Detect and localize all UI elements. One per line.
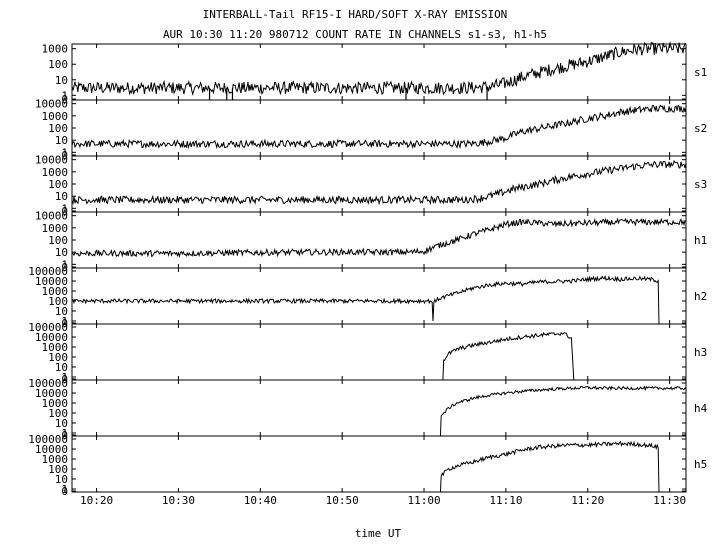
panel-label: h3	[694, 346, 707, 359]
x-tick-label: 10:30	[162, 494, 195, 507]
y-tick-label: 10	[55, 246, 68, 259]
x-tick-label: 11:10	[489, 494, 522, 507]
y-tick-label: 0	[61, 205, 68, 218]
y-tick-label: 100	[48, 351, 68, 364]
y-tick-label: 100	[48, 407, 68, 420]
panel-label: s2	[694, 122, 707, 135]
panel-frame	[71, 267, 687, 325]
y-tick-label: 100000	[28, 265, 68, 278]
y-tick-label: 0	[61, 261, 68, 274]
series-line-h3	[442, 331, 575, 381]
y-tick-label: 0	[61, 373, 68, 386]
panel-s1: 1000 100 10 10 s1	[42, 41, 707, 106]
y-tick-label: 1	[61, 427, 68, 440]
y-tick-label: 100	[48, 295, 68, 308]
y-tick-label: 100	[48, 58, 68, 71]
series-line-h2	[71, 274, 660, 325]
series-line-h5	[439, 440, 660, 493]
series-line-h1	[71, 217, 687, 259]
y-tick-label: 100	[48, 178, 68, 191]
panel-frame	[71, 323, 687, 381]
y-tick-label: 1000	[42, 285, 69, 298]
y-tick-label: 1	[61, 315, 68, 328]
chart-subtitle: AUR 10:30 11:20 980712 COUNT RATE IN CHA…	[163, 28, 547, 41]
y-tick-label: 1	[61, 258, 68, 271]
x-tick-label: 10:20	[80, 494, 113, 507]
y-tick-label: 1000	[42, 43, 69, 56]
y-tick-label: 10000	[35, 275, 68, 288]
y-tick-label: 1	[61, 371, 68, 384]
panel-label: h4	[694, 402, 708, 415]
y-tick-label: 1000	[42, 397, 69, 410]
panel-label: s3	[694, 178, 707, 191]
panel-frame	[71, 435, 687, 493]
y-tick-label: 10000	[35, 331, 68, 344]
y-tick-label: 10000	[35, 154, 68, 167]
y-tick-label: 10	[55, 190, 68, 203]
y-tick-label: 10	[55, 417, 68, 430]
y-tick-label: 100	[48, 463, 68, 476]
panel-frame	[71, 43, 687, 101]
y-tick-label: 100	[48, 234, 68, 247]
y-tick-label: 1	[61, 146, 68, 159]
y-tick-label: 1000	[42, 453, 69, 466]
y-tick-label: 10	[55, 134, 68, 147]
x-tick-label: 11:00	[407, 494, 440, 507]
panel-label: h2	[694, 290, 707, 303]
panels-group: 10001001010s11000010001001010s2100001000…	[28, 41, 708, 498]
series-line-s1	[71, 41, 687, 96]
panel-label: h5	[694, 458, 707, 471]
y-tick-label: 0	[61, 93, 68, 106]
panel-frame	[71, 379, 687, 437]
y-tick-label: 0	[61, 317, 68, 330]
y-tick-label: 1	[61, 483, 68, 496]
x-axis: 10:20 10:30 10:40 10:50 11:00 11:10 11:20 11:30	[80, 494, 686, 507]
series-line-h4	[439, 385, 687, 437]
y-tick-label: 10	[55, 305, 68, 318]
panel-label: h1	[694, 234, 707, 247]
x-axis-label: time UT	[355, 527, 402, 540]
panel-frame	[71, 211, 687, 269]
chart-title: INTERBALL-Tail RF15-I HARD/SOFT X-RAY EM…	[203, 8, 508, 21]
y-tick-label: 100000	[28, 377, 68, 390]
series-line-s2	[71, 104, 687, 150]
y-tick-label: 100	[48, 122, 68, 135]
y-tick-label: 1	[61, 202, 68, 215]
y-tick-label: 10	[55, 74, 68, 87]
y-tick-label: 0	[61, 429, 68, 442]
y-tick-label: 100000	[28, 321, 68, 334]
y-tick-label: 0	[61, 485, 68, 498]
y-tick-label: 1	[61, 89, 68, 102]
y-tick-label: 10000	[35, 210, 68, 223]
y-tick-label: 1000	[42, 341, 69, 354]
panel-frame	[71, 99, 687, 157]
panel-label: s1	[694, 66, 707, 79]
y-tick-label: 10	[55, 473, 68, 486]
y-tick-label: 10000	[35, 98, 68, 111]
y-tick-label: 0	[61, 149, 68, 162]
y-tick-label: 1000	[42, 222, 69, 235]
x-tick-label: 11:20	[571, 494, 604, 507]
x-tick-label: 11:30	[653, 494, 686, 507]
y-tick-label: 100000	[28, 433, 68, 446]
y-tick-label: 1000	[42, 166, 69, 179]
y-tick-label: 10000	[35, 443, 68, 456]
y-tick-label: 10	[55, 361, 68, 374]
series-line-s3	[71, 159, 687, 206]
y-tick-label: 1000	[42, 110, 69, 123]
x-tick-label: 10:40	[244, 494, 277, 507]
y-tick-label: 10000	[35, 387, 68, 400]
x-tick-label: 10:50	[326, 494, 359, 507]
